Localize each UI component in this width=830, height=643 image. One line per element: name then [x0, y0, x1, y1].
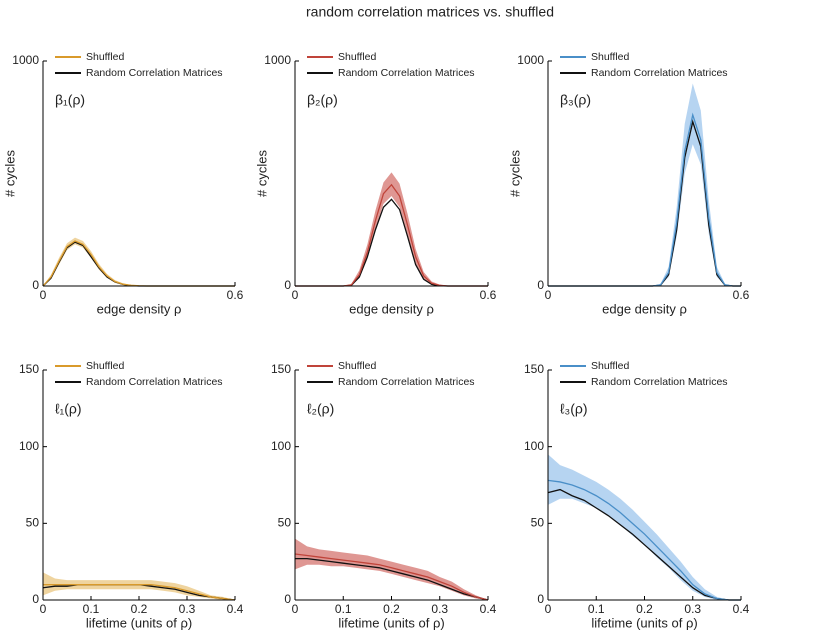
annotation: ℓ₃(ρ)	[560, 401, 588, 417]
series-line	[548, 112, 741, 287]
y-tick-label: 0	[284, 592, 291, 606]
series-line	[42, 240, 235, 287]
confidence-band	[43, 572, 235, 600]
x-tick-label: 0	[40, 288, 47, 302]
legend-label: Shuffled	[338, 51, 376, 63]
x-axis-label: edge density ρ	[602, 301, 687, 316]
y-tick-label: 0	[537, 592, 544, 606]
y-tick-label: 1000	[12, 53, 39, 67]
confidence-band	[295, 172, 488, 286]
figure-title: random correlation matrices vs. shuffled	[306, 4, 554, 20]
x-tick-label: 0.3	[431, 602, 448, 616]
y-tick-label: 150	[524, 362, 544, 376]
x-tick-label: 0	[292, 288, 299, 302]
y-tick-label: 50	[26, 516, 40, 530]
legend-label: Shuffled	[591, 360, 629, 372]
y-tick-label: 100	[271, 439, 291, 453]
x-tick-label: 0.3	[684, 602, 701, 616]
x-tick-label: 0.1	[83, 602, 100, 616]
x-tick-label: 0.2	[636, 602, 653, 616]
y-tick-label: 150	[19, 362, 39, 376]
annotation: ℓ₁(ρ)	[55, 401, 82, 417]
legend-label: Shuffled	[86, 51, 124, 63]
legend-label: Shuffled	[591, 51, 629, 63]
x-tick-label: 0.6	[227, 288, 244, 302]
x-axis-label: edge density ρ	[349, 301, 434, 316]
series-line	[294, 553, 489, 601]
legend-label: Shuffled	[86, 360, 124, 372]
y-tick-label: 100	[524, 439, 544, 453]
y-axis-label: # cycles	[507, 150, 522, 197]
legend-label: Random Correlation Matrices	[86, 67, 223, 79]
legend-label: Random Correlation Matrices	[338, 67, 475, 79]
x-tick-label: 0	[292, 602, 299, 616]
annotation: β₁(ρ)	[55, 92, 85, 108]
x-tick-label: 0	[545, 288, 552, 302]
x-tick-label: 0.4	[480, 602, 497, 616]
confidence-band	[548, 83, 741, 286]
annotation: β₃(ρ)	[560, 92, 591, 108]
confidence-band	[295, 538, 488, 600]
x-tick-label: 0.4	[227, 602, 244, 616]
series-line	[43, 584, 236, 601]
y-tick-label: 0	[32, 592, 39, 606]
y-tick-label: 0	[32, 278, 39, 292]
legend-label: Shuffled	[338, 360, 376, 372]
x-axis-label: edge density ρ	[97, 301, 182, 316]
x-tick-label: 0.4	[733, 602, 750, 616]
legend-label: Random Correlation Matrices	[591, 67, 728, 79]
series-line	[547, 488, 741, 601]
y-tick-label: 1000	[517, 53, 544, 67]
legend-label: Random Correlation Matrices	[338, 376, 475, 388]
y-axis-label: # cycles	[254, 150, 269, 197]
x-tick-label: 0.6	[733, 288, 750, 302]
x-tick-label: 0.1	[335, 602, 352, 616]
series-line	[547, 479, 741, 601]
x-axis-label: lifetime (units of ρ)	[86, 615, 192, 630]
y-tick-label: 1000	[264, 53, 291, 67]
confidence-band	[548, 454, 741, 600]
x-tick-label: 0	[545, 602, 552, 616]
x-tick-label: 0.2	[383, 602, 400, 616]
y-tick-label: 50	[531, 516, 545, 530]
x-tick-label: 0	[40, 602, 47, 616]
series-line	[548, 119, 741, 287]
x-tick-label: 0.1	[588, 602, 605, 616]
y-tick-label: 0	[284, 278, 291, 292]
x-axis-label: lifetime (units of ρ)	[338, 615, 444, 630]
y-tick-label: 50	[278, 516, 292, 530]
x-tick-label: 0.6	[480, 288, 497, 302]
x-tick-label: 0.3	[179, 602, 196, 616]
legend-label: Random Correlation Matrices	[591, 376, 728, 388]
y-tick-label: 0	[537, 278, 544, 292]
annotation: ℓ₂(ρ)	[307, 401, 334, 417]
series-line	[295, 198, 488, 287]
y-axis-label: # cycles	[2, 150, 17, 197]
x-axis-label: lifetime (units of ρ)	[591, 615, 697, 630]
series-line	[42, 241, 235, 287]
series-line	[295, 557, 489, 601]
y-tick-label: 100	[19, 439, 39, 453]
y-tick-label: 150	[271, 362, 291, 376]
x-tick-label: 0.2	[131, 602, 148, 616]
annotation: β₂(ρ)	[307, 92, 338, 108]
legend-label: Random Correlation Matrices	[86, 376, 223, 388]
